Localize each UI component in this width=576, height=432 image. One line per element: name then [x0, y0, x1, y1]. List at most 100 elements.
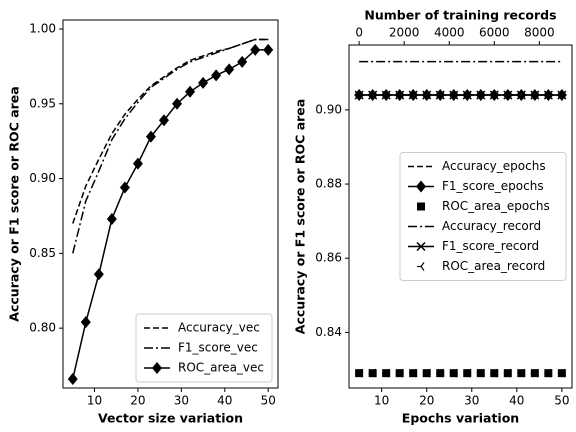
marker-shape: [358, 372, 363, 378]
x-tick-label: 40: [217, 394, 232, 408]
legend-label: Accuracy_epochs: [442, 159, 546, 173]
x2-axis-label: Number of training records: [364, 8, 556, 23]
marker: [93, 268, 104, 281]
marker: [417, 202, 425, 211]
marker-shape: [416, 241, 426, 252]
marker: [543, 90, 553, 100]
marker-shape: [420, 262, 425, 267]
marker: [409, 368, 417, 378]
y-tick-label: 0.95: [29, 96, 56, 110]
y-tick-label: 1.00: [29, 21, 56, 35]
marker: [395, 90, 405, 100]
marker: [416, 241, 426, 252]
marker-shape: [198, 76, 209, 89]
marker-shape: [520, 372, 525, 378]
x-tick-label: 50: [261, 394, 276, 408]
marker-shape: [399, 368, 404, 374]
marker: [368, 90, 378, 100]
x2-tick-label: 4000: [434, 26, 465, 40]
legend-label: ROC_area_vec: [178, 361, 264, 375]
plot-frame: [62, 19, 279, 389]
x2-tick-label: 8000: [524, 26, 555, 40]
x-axis-label: Epochs variation: [402, 411, 519, 426]
marker-shape: [224, 63, 235, 76]
y-tick-label: 0.85: [29, 246, 56, 260]
marker-shape: [145, 130, 156, 143]
x-tick-label: 10: [374, 394, 389, 408]
marker-shape: [172, 97, 183, 110]
x-tick-label: 20: [130, 394, 145, 408]
marker-shape: [557, 90, 567, 100]
marker: [198, 76, 209, 89]
marker-shape: [358, 368, 363, 374]
series-line: [72, 49, 269, 380]
marker-shape: [462, 90, 472, 100]
marker: [489, 90, 499, 100]
marker-shape: [507, 372, 512, 378]
marker-shape: [80, 316, 91, 329]
marker: [224, 63, 235, 76]
marker-shape: [561, 372, 566, 378]
marker-shape: [493, 372, 498, 378]
marker-shape: [520, 368, 525, 374]
marker-shape: [449, 90, 459, 100]
marker: [80, 316, 91, 329]
marker-shape: [368, 90, 378, 100]
marker: [132, 157, 143, 170]
marker: [557, 90, 567, 100]
marker-shape: [503, 90, 513, 100]
marker-shape: [372, 368, 377, 374]
marker-shape: [237, 55, 248, 68]
marker-shape: [399, 372, 404, 378]
marker-shape: [158, 114, 169, 127]
marker-shape: [453, 368, 458, 374]
marker: [395, 368, 404, 378]
marker: [145, 130, 156, 143]
marker: [503, 90, 513, 100]
marker-shape: [354, 90, 364, 100]
y-tick-label: 0.90: [29, 171, 56, 185]
marker: [67, 373, 78, 386]
marker-shape: [416, 180, 426, 193]
x-tick-label: 30: [174, 394, 189, 408]
marker: [435, 90, 445, 100]
plot-frame: [348, 44, 573, 389]
y-tick-label: 0.80: [29, 321, 56, 335]
marker-shape: [119, 181, 130, 194]
legend-box: [135, 313, 273, 383]
marker-shape: [185, 85, 196, 98]
marker: [462, 90, 472, 100]
marker: [408, 90, 418, 100]
legend-label: Accuracy_vec: [178, 321, 260, 335]
marker-shape: [543, 90, 553, 100]
marker-shape: [417, 202, 425, 211]
marker: [368, 368, 377, 378]
marker-shape: [466, 368, 471, 374]
marker-shape: [480, 372, 485, 378]
marker: [211, 69, 222, 82]
y-tick-label: 0.84: [315, 325, 342, 339]
marker: [152, 362, 162, 374]
marker: [476, 90, 486, 100]
marker-shape: [439, 372, 444, 378]
marker-shape: [385, 368, 390, 374]
y-axis-label: Accuracy or F1 score or ROC area: [293, 99, 308, 334]
x-tick-label: 40: [509, 394, 524, 408]
y-tick-label: 0.88: [315, 177, 342, 191]
marker: [436, 368, 444, 378]
marker: [381, 90, 391, 100]
marker: [382, 368, 390, 378]
legend-label: ROC_area_record: [442, 259, 545, 273]
x-tick-label: 30: [464, 394, 479, 408]
marker-shape: [395, 90, 405, 100]
x-tick-label: 50: [554, 394, 569, 408]
series-line: [72, 38, 269, 224]
x-tick-label: 10: [87, 394, 102, 408]
legend-label: F1_score_record: [442, 239, 539, 253]
marker-shape: [426, 368, 431, 374]
marker: [416, 180, 426, 193]
marker: [530, 90, 540, 100]
marker-shape: [489, 90, 499, 100]
marker-shape: [516, 90, 526, 100]
marker-shape: [385, 372, 390, 378]
